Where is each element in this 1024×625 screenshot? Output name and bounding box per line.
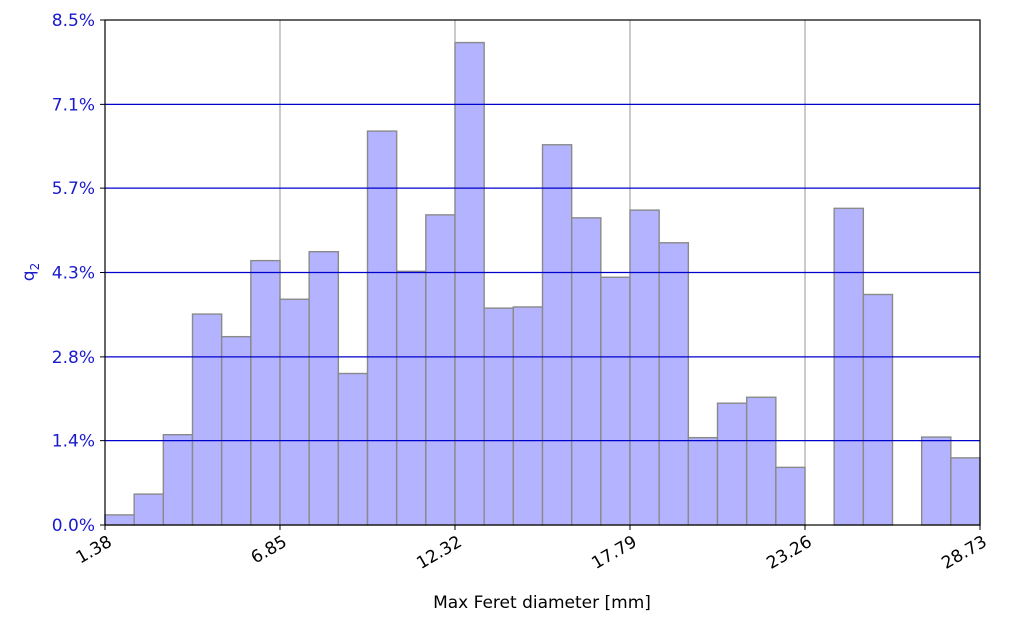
histogram-bar: [220, 335, 252, 526]
y-axis-title-subscript: 2: [28, 263, 42, 271]
histogram-bar: [687, 436, 719, 526]
x-tick-label: 28.73: [938, 532, 990, 574]
x-tick-label: 1.38: [73, 532, 116, 568]
histogram-bar: [425, 214, 456, 526]
y-axis-title: q2: [19, 263, 42, 281]
histogram-bar: [104, 514, 135, 526]
x-tick-label: 23.26: [763, 532, 815, 574]
histogram-bar: [483, 307, 515, 526]
y-axis-title-main: q: [19, 270, 39, 281]
histogram-bar: [775, 466, 806, 526]
histogram-bar: [658, 242, 690, 526]
bar-layer: [104, 41, 981, 526]
y-tick-label: 2.8%: [52, 348, 95, 368]
histogram-bar: [162, 433, 194, 526]
histogram-bar: [541, 144, 573, 526]
histogram-bar: [279, 298, 310, 526]
histogram-bar: [570, 217, 602, 526]
y-tick-label: 0.0%: [52, 516, 95, 536]
histogram-bar: [366, 130, 398, 526]
histogram-bar: [950, 457, 981, 526]
histogram-bar: [395, 270, 427, 526]
histogram-bar: [250, 259, 281, 526]
histogram-bar: [600, 276, 631, 526]
y-tick-label: 5.7%: [52, 179, 95, 199]
x-axis-title: Max Feret diameter [mm]: [433, 593, 651, 613]
y-tick-label: 4.3%: [52, 264, 95, 284]
histogram-bar: [191, 313, 223, 526]
histogram-bar: [454, 41, 485, 526]
histogram-bar: [716, 402, 748, 526]
histogram-bar: [133, 493, 165, 526]
y-tick-label: 7.1%: [52, 95, 95, 115]
y-tick-label: 1.4%: [52, 432, 95, 452]
histogram-bar: [512, 306, 544, 526]
histogram-bar: [745, 396, 777, 526]
histogram-bar: [862, 293, 894, 526]
plot-frame: [104, 19, 981, 526]
histogram-bar: [629, 209, 660, 526]
histogram-bar: [308, 251, 340, 526]
x-tick-label: 17.79: [588, 532, 640, 574]
histogram-bar: [920, 436, 952, 526]
histogram-bar: [337, 372, 369, 526]
x-tick-label: 12.32: [413, 532, 465, 574]
histogram-bar: [833, 207, 865, 526]
x-tick-label: 6.85: [248, 532, 291, 568]
y-tick-label: 8.5%: [52, 11, 95, 31]
